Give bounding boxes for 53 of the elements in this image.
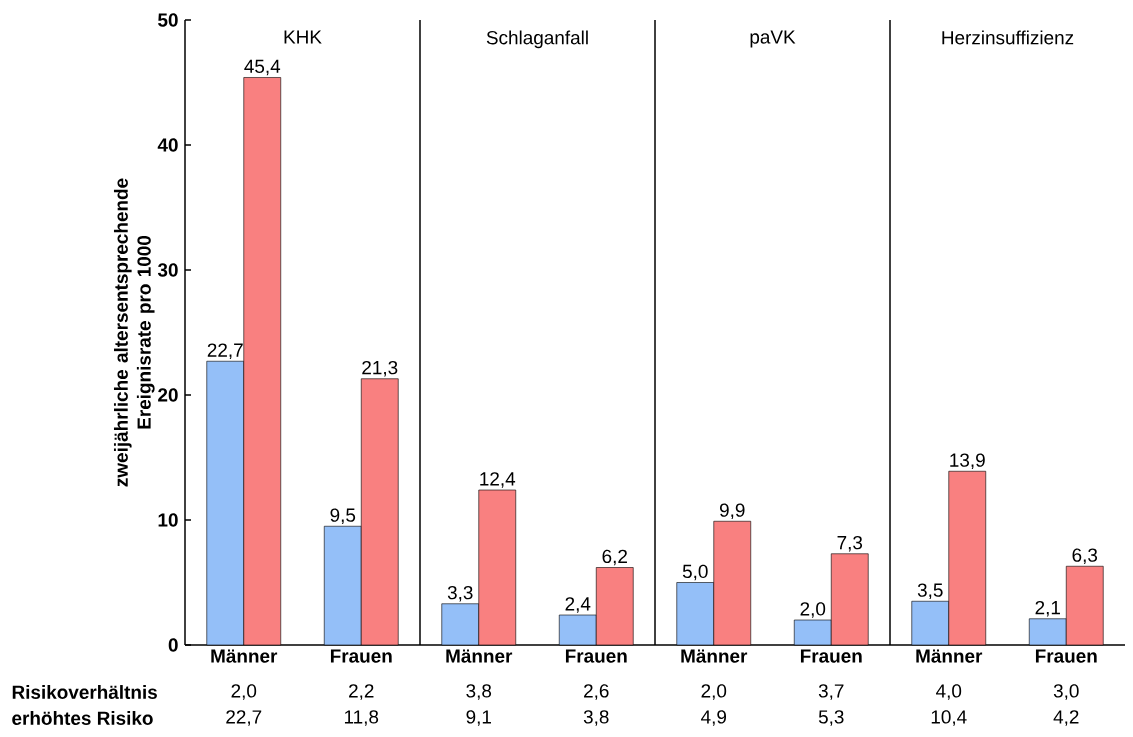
text: 2,6: [584, 684, 609, 700]
data-label: 21,3: [362, 360, 398, 377]
data-label: 3,3: [447, 585, 473, 602]
data-label: 9,9: [719, 503, 745, 520]
text: 3,0: [1053, 684, 1079, 700]
data-label: 2,0: [800, 602, 826, 618]
data-label: 6,3: [1072, 548, 1098, 565]
data-label: 13,9: [950, 453, 985, 470]
text: 2,2: [349, 684, 374, 700]
text: 4,2: [1053, 710, 1079, 726]
y-tick-label: 0: [168, 638, 178, 652]
data-label: 22,7: [207, 343, 243, 360]
data-label: 45,4: [244, 59, 281, 76]
y-tick-label: 30: [157, 263, 178, 277]
x-tick-label: Frauen: [330, 649, 392, 663]
text: Risikoverhältnis: [12, 685, 157, 699]
data-label: 12,4: [480, 472, 516, 488]
text: erhöhtes Risiko: [12, 711, 153, 725]
text: 3,8: [583, 710, 609, 726]
text: 4,0: [936, 684, 962, 700]
text: 3,7: [818, 684, 844, 700]
annotation: Herzinsuffizienz: [942, 30, 1074, 45]
y-axis-title: zweijährliche altersentsprechende Ereignisrate pro 1000: [113, 178, 155, 487]
x-tick-label: Männer: [446, 649, 513, 663]
x-tick-label: Frauen: [565, 649, 627, 663]
text: 3,8: [466, 684, 492, 700]
x-tick-label: Männer: [211, 649, 278, 663]
data-label: 3,5: [917, 583, 943, 600]
annotation: KHK: [284, 30, 322, 44]
x-tick-label: Frauen: [1035, 649, 1097, 663]
text: 4,9: [701, 710, 727, 726]
data-label: 7,3: [837, 535, 863, 552]
y-tick-label: 40: [157, 138, 178, 152]
x-tick-label: Frauen: [800, 649, 862, 663]
x-tick-label: Männer: [681, 649, 748, 663]
x-tick-label: Männer: [916, 649, 983, 663]
data-label: 6,2: [602, 549, 627, 566]
text: 11,8: [344, 710, 379, 726]
data-label: 9,5: [330, 508, 356, 525]
text: 10,4: [931, 710, 967, 726]
annotation: Schlaganfall: [486, 30, 588, 49]
data-label: 5,0: [682, 564, 708, 581]
y-tick-label: 10: [158, 513, 178, 527]
text: 22,7: [226, 710, 262, 726]
data-label: 2,1: [1035, 600, 1060, 617]
text: 2,0: [701, 684, 727, 700]
annotation: paVK: [750, 30, 796, 48]
data-label: 2,4: [565, 597, 591, 613]
text: 5,3: [818, 710, 844, 726]
text: 2,0: [231, 684, 257, 700]
y-tick-label: 50: [158, 13, 178, 27]
y-tick-label: 20: [158, 388, 178, 402]
text: 9,1: [466, 710, 491, 726]
